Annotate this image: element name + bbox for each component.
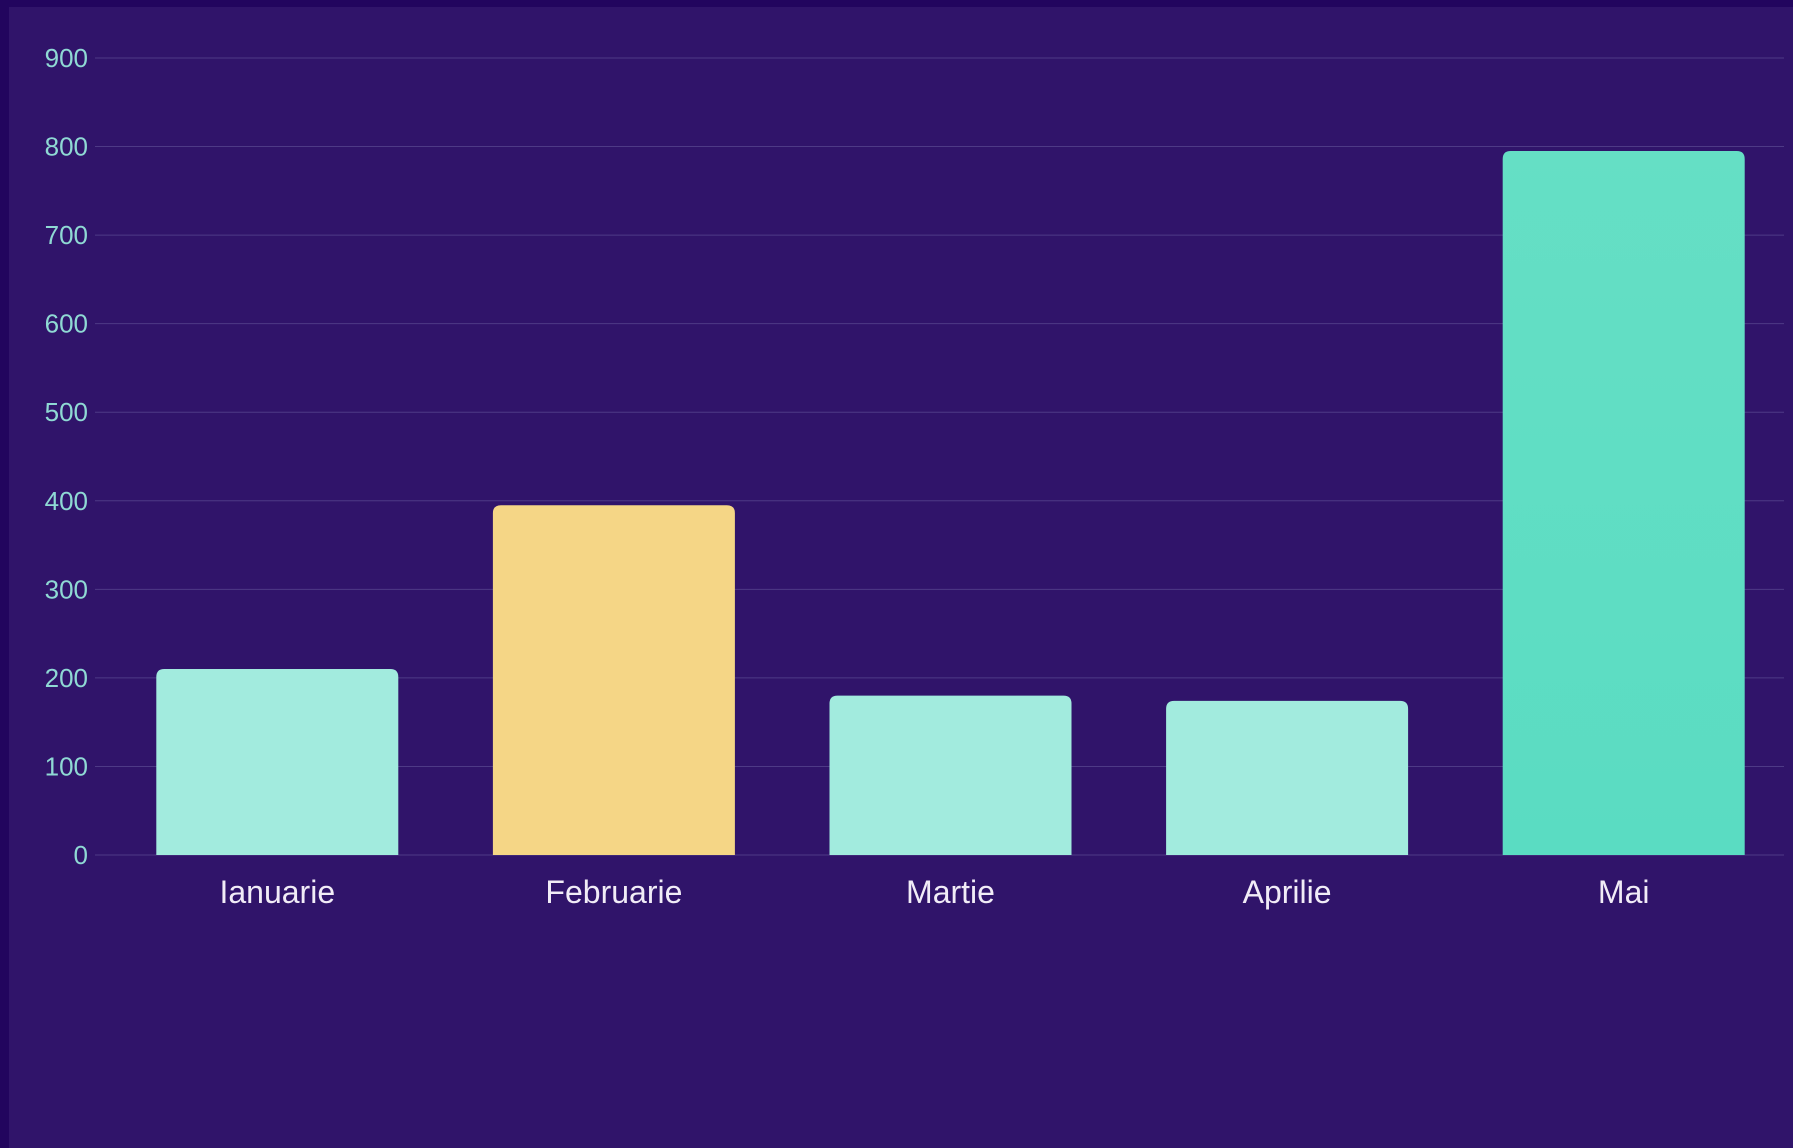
x-axis-labels: Ianuarie Februarie Martie Aprilie Mai [219, 874, 1649, 910]
y-tick-label: 100 [45, 751, 88, 781]
bar-martie [829, 695, 1072, 855]
y-tick-label: 900 [45, 43, 88, 73]
bars [156, 150, 1745, 855]
bar-februarie [492, 505, 735, 855]
x-category-label: Mai [1598, 874, 1650, 910]
y-tick-label: 200 [45, 663, 88, 693]
y-tick-label: 600 [45, 309, 88, 339]
y-tick-label: 500 [45, 397, 88, 427]
y-tick-label: 0 [74, 840, 88, 870]
y-tick-label: 700 [45, 220, 88, 250]
bar-ianuarie [156, 669, 399, 855]
bar-mai [1502, 150, 1745, 855]
x-category-label: Martie [906, 874, 995, 910]
y-axis-ticks: 0 100 200 300 400 500 600 700 800 900 [45, 43, 88, 870]
x-category-label: Aprilie [1243, 874, 1332, 910]
bar-aprilie [1166, 700, 1409, 855]
chart-panel: 0 100 200 300 400 500 600 700 800 900 Ianuarie Feb… [9, 7, 1793, 1148]
bar-chart: 0 100 200 300 400 500 600 700 800 900 Ianuarie Feb… [45, 43, 1784, 910]
y-tick-label: 800 [45, 132, 88, 162]
y-tick-label: 400 [45, 486, 88, 516]
x-category-label: Februarie [545, 874, 682, 910]
x-category-label: Ianuarie [219, 874, 335, 910]
y-tick-label: 300 [45, 574, 88, 604]
